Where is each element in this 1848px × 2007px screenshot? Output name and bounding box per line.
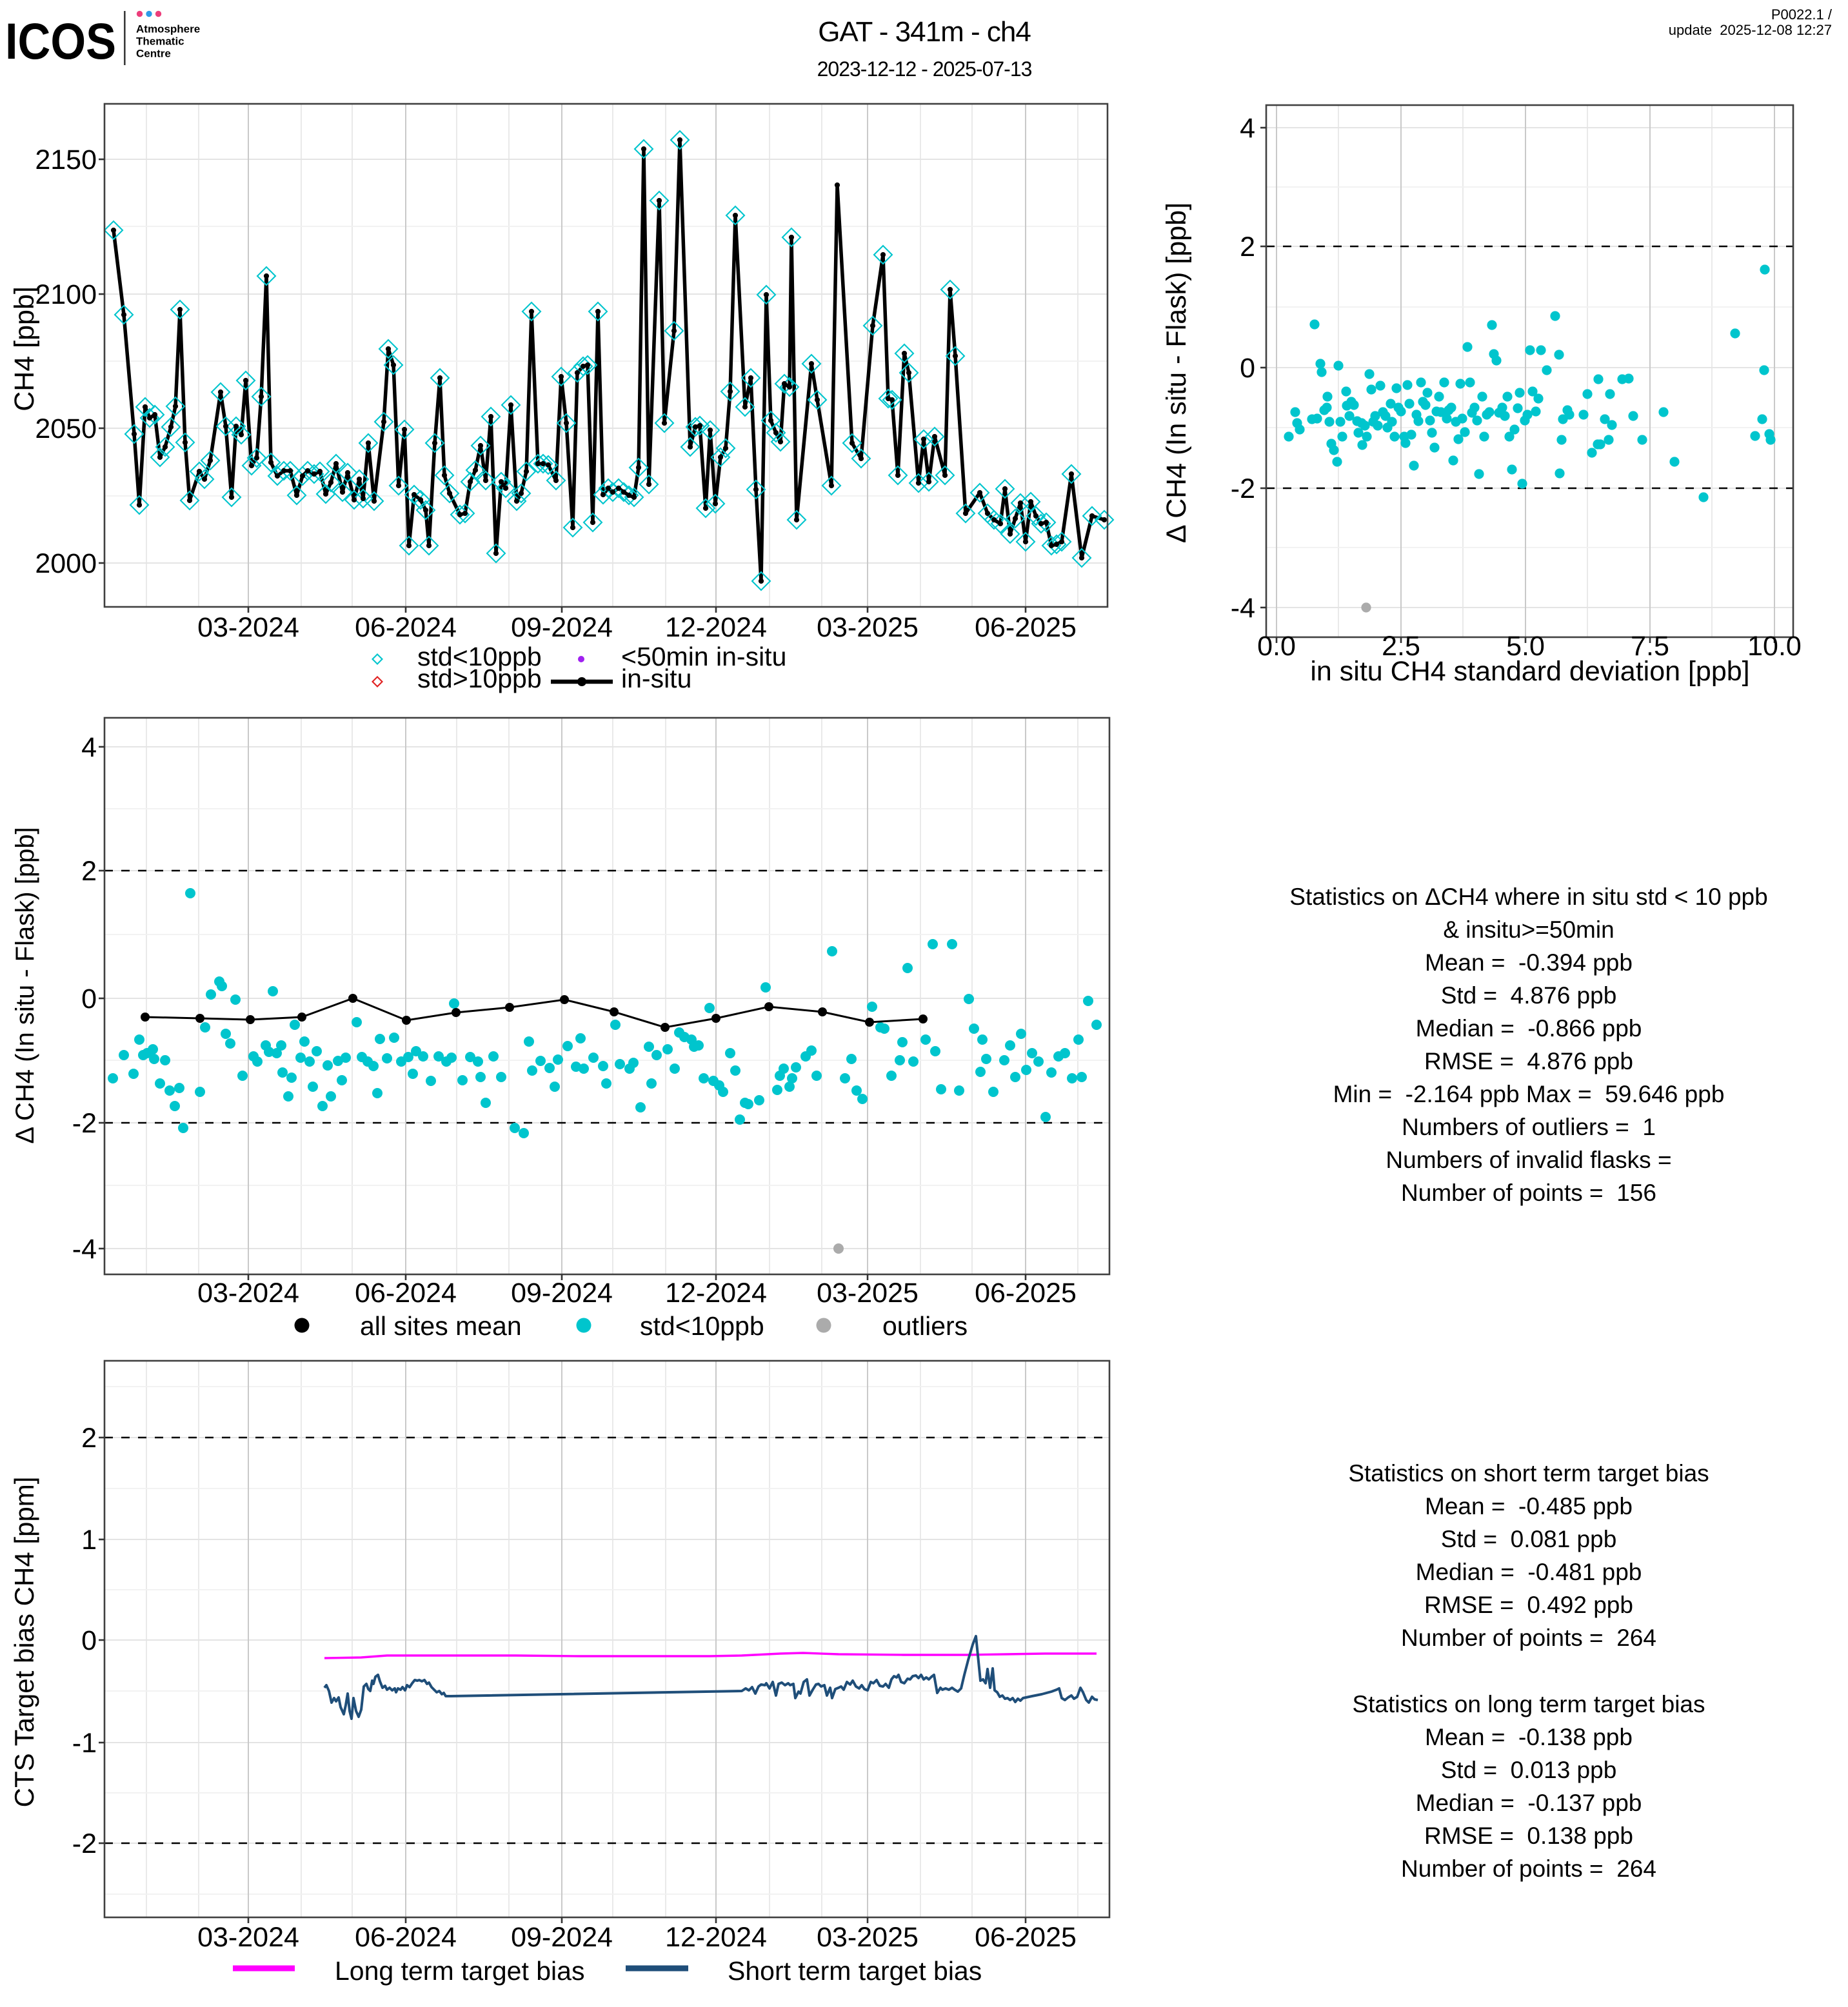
svg-text:4: 4 xyxy=(81,732,97,763)
svg-text:0: 0 xyxy=(1240,353,1255,384)
svg-text:Number of points = 264: Number of points = 264 xyxy=(1401,1625,1656,1651)
svg-text:2050: 2050 xyxy=(35,413,97,444)
svg-text:-2: -2 xyxy=(72,1108,97,1139)
svg-text:12-2024: 12-2024 xyxy=(665,1922,767,1953)
svg-text:2: 2 xyxy=(81,1423,97,1454)
svg-text:RMSE = 0.138 ppb: RMSE = 0.138 ppb xyxy=(1424,1823,1633,1849)
svg-text:03-2025: 03-2025 xyxy=(817,1922,919,1953)
svg-text:update 2025-12-08 12:27: update 2025-12-08 12:27 xyxy=(1669,22,1832,38)
svg-text:std<10ppb: std<10ppb xyxy=(417,642,542,671)
svg-text:Std = 0.081 ppb: Std = 0.081 ppb xyxy=(1441,1526,1617,1552)
svg-text:09-2024: 09-2024 xyxy=(511,612,613,643)
svg-text:Std = 0.013 ppb: Std = 0.013 ppb xyxy=(1441,1757,1617,1783)
svg-text:Δ CH4 (In situ - Flask) [ppb]: Δ CH4 (In situ - Flask) [ppb] xyxy=(11,827,39,1143)
svg-text:Median = -0.481 ppb: Median = -0.481 ppb xyxy=(1416,1559,1642,1585)
svg-text:Atmosphere: Atmosphere xyxy=(136,23,200,35)
svg-text:7.5: 7.5 xyxy=(1631,631,1669,662)
svg-text:5.0: 5.0 xyxy=(1506,631,1545,662)
svg-text:-4: -4 xyxy=(1231,593,1255,624)
svg-text:<50min in-situ: <50min in-situ xyxy=(621,642,786,671)
svg-text:Centre: Centre xyxy=(136,48,171,60)
svg-text:Mean = -0.485 ppb: Mean = -0.485 ppb xyxy=(1425,1493,1633,1519)
svg-text:-2: -2 xyxy=(1231,473,1255,504)
svg-text:1: 1 xyxy=(81,1525,97,1556)
svg-text:-2: -2 xyxy=(72,1828,97,1859)
svg-text:outliers: outliers xyxy=(882,1311,968,1341)
svg-text:2023-12-12 - 2025-07-13: 2023-12-12 - 2025-07-13 xyxy=(817,57,1032,81)
svg-text:Statistics on short term targe: Statistics on short term target bias xyxy=(1348,1460,1709,1487)
svg-text:0: 0 xyxy=(81,1625,97,1656)
svg-text:Long term target bias: Long term target bias xyxy=(335,1956,584,1986)
svg-text:2100: 2100 xyxy=(35,279,97,310)
svg-text:Mean = -0.394 ppb: Mean = -0.394 ppb xyxy=(1425,949,1633,976)
svg-text:06-2024: 06-2024 xyxy=(355,1278,457,1309)
svg-text:-1: -1 xyxy=(72,1728,97,1759)
svg-text:2: 2 xyxy=(1240,232,1255,262)
svg-text:all sites mean: all sites mean xyxy=(360,1311,522,1341)
svg-text:2150: 2150 xyxy=(35,144,97,175)
svg-text:RMSE = 4.876 ppb: RMSE = 4.876 ppb xyxy=(1424,1048,1633,1074)
svg-text:0.0: 0.0 xyxy=(1257,631,1296,662)
svg-text:std<10ppb: std<10ppb xyxy=(640,1311,764,1341)
svg-text:09-2024: 09-2024 xyxy=(511,1278,613,1309)
svg-text:06-2024: 06-2024 xyxy=(355,1922,457,1953)
svg-text:09-2024: 09-2024 xyxy=(511,1922,613,1953)
svg-text:Min = -2.164 ppb Max = 59.64: Min = -2.164 ppb Max = 59.646 ppb xyxy=(1333,1081,1725,1107)
svg-text:Statistics on long term target: Statistics on long term target bias xyxy=(1352,1691,1705,1717)
svg-text:4: 4 xyxy=(1240,113,1255,144)
svg-text:Short term target bias: Short term target bias xyxy=(728,1956,982,1986)
svg-text:Mean = -0.138 ppb: Mean = -0.138 ppb xyxy=(1425,1724,1633,1750)
svg-text:03-2024: 03-2024 xyxy=(197,1922,299,1953)
svg-text:GAT - 341m - ch4: GAT - 341m - ch4 xyxy=(818,16,1031,48)
svg-text:10.0: 10.0 xyxy=(1747,631,1802,662)
svg-text:03-2025: 03-2025 xyxy=(817,612,919,643)
svg-text:2000: 2000 xyxy=(35,548,97,579)
svg-text:0: 0 xyxy=(81,984,97,1014)
svg-text:03-2024: 03-2024 xyxy=(197,1278,299,1309)
svg-text:& insitu>=50min: & insitu>=50min xyxy=(1443,916,1614,943)
svg-text:Thematic: Thematic xyxy=(136,35,184,48)
svg-text:Number of points = 264: Number of points = 264 xyxy=(1401,1855,1656,1882)
svg-text:12-2024: 12-2024 xyxy=(665,1278,767,1309)
svg-text:in-situ: in-situ xyxy=(621,664,691,693)
svg-text:03-2024: 03-2024 xyxy=(197,612,299,643)
svg-text:Statistics on ΔCH4 where in si: Statistics on ΔCH4 where in situ std < 1… xyxy=(1289,884,1767,910)
svg-text:std>10ppb: std>10ppb xyxy=(417,664,542,693)
svg-text:RMSE = 0.492 ppb: RMSE = 0.492 ppb xyxy=(1424,1592,1633,1618)
svg-text:-4: -4 xyxy=(72,1234,97,1265)
svg-text:CH4 [ppb]: CH4 [ppb] xyxy=(9,286,40,411)
svg-text:03-2025: 03-2025 xyxy=(817,1278,919,1309)
svg-text:2.5: 2.5 xyxy=(1382,631,1420,662)
svg-text:Δ CH4 (In situ - Flask) [ppb]: Δ CH4 (In situ - Flask) [ppb] xyxy=(1161,203,1192,543)
svg-text:06-2025: 06-2025 xyxy=(975,1922,1077,1953)
svg-text:06-2025: 06-2025 xyxy=(975,612,1077,643)
svg-text:06-2025: 06-2025 xyxy=(975,1278,1077,1309)
svg-text:Median = -0.137 ppb: Median = -0.137 ppb xyxy=(1416,1790,1642,1816)
svg-text:in situ CH4 standard deviation: in situ CH4 standard deviation [ppb] xyxy=(1310,656,1749,687)
svg-text:CTS Target bias CH4 [ppm]: CTS Target bias CH4 [ppm] xyxy=(9,1477,39,1808)
svg-text:Std = 4.876 ppb: Std = 4.876 ppb xyxy=(1441,982,1617,1009)
svg-text:2: 2 xyxy=(81,856,97,887)
svg-text:Number of points = 156: Number of points = 156 xyxy=(1401,1180,1656,1206)
svg-text:P0022.1 /: P0022.1 / xyxy=(1771,6,1833,23)
svg-text:Numbers of outliers = 1: Numbers of outliers = 1 xyxy=(1402,1114,1656,1140)
svg-text:06-2024: 06-2024 xyxy=(355,612,457,643)
svg-text:ICOS: ICOS xyxy=(5,12,116,70)
svg-text:Numbers of invalid flasks =: Numbers of invalid flasks = xyxy=(1386,1147,1671,1173)
svg-text:Median = -0.866 ppb: Median = -0.866 ppb xyxy=(1416,1015,1642,1042)
svg-text:12-2024: 12-2024 xyxy=(665,612,767,643)
